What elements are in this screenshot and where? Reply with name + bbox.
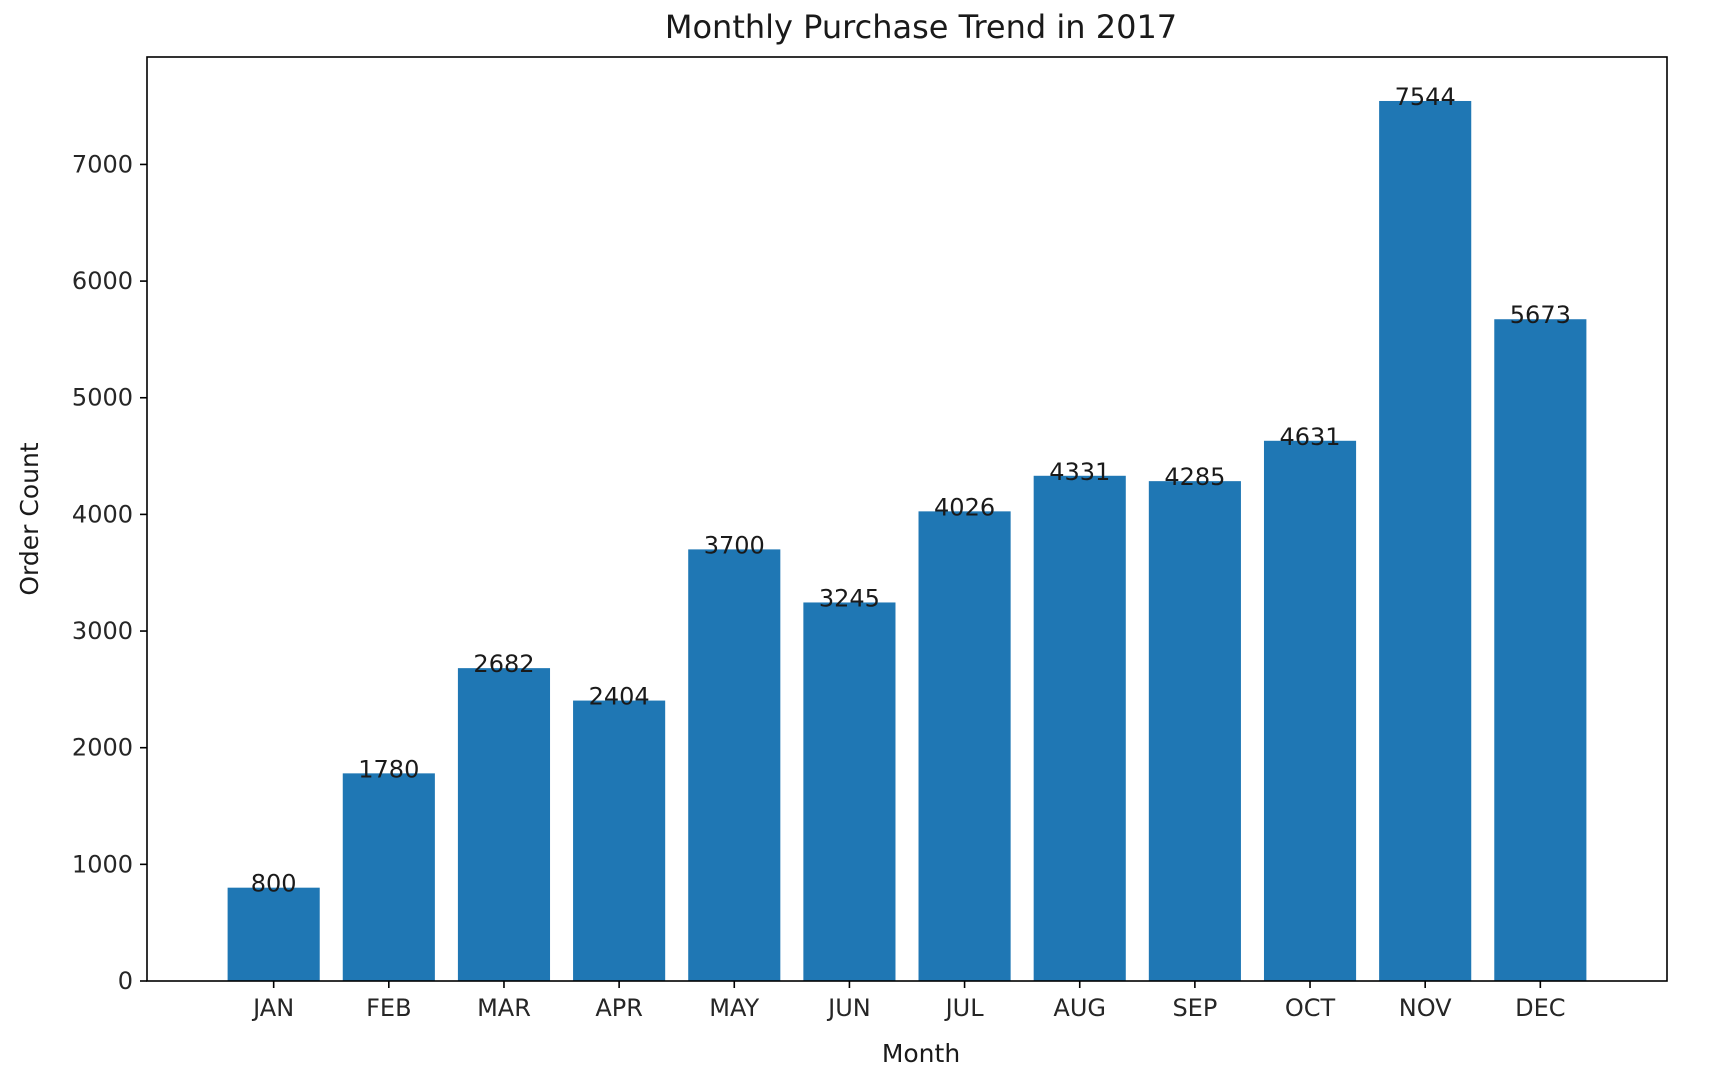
y-axis: 0 1000 2000 3000 4000 5000 6000 7000 — [72, 150, 147, 995]
bar-apr — [573, 700, 666, 981]
bar-aug — [1033, 475, 1126, 981]
x-tick-label-nov: NOV — [1399, 994, 1452, 1022]
data-label-mar: 2682 — [473, 650, 534, 678]
x-tick-label-feb: FEB — [366, 994, 411, 1022]
bar-jun — [803, 602, 896, 981]
bar-jul — [918, 511, 1011, 981]
data-label-dec: 5673 — [1510, 301, 1571, 329]
data-labels-group: 800 1780 2682 2404 3700 3245 4026 4331 4285 4631 7… — [251, 83, 1571, 898]
x-tick-label-sep: SEP — [1172, 994, 1217, 1022]
bar-dec — [1494, 319, 1587, 982]
bar-jan — [227, 887, 320, 981]
bar-mar — [457, 668, 551, 981]
y-axis-label: Order Count — [15, 442, 44, 595]
y-tick-label-6000: 6000 — [72, 267, 133, 295]
y-tick-label-5000: 5000 — [72, 384, 133, 412]
bar-oct — [1263, 440, 1357, 981]
bar-may — [688, 549, 781, 981]
data-label-nov: 7544 — [1395, 83, 1456, 111]
x-tick-label-aug: AUG — [1053, 994, 1106, 1022]
data-label-aug: 4331 — [1049, 458, 1110, 486]
data-label-feb: 1780 — [358, 755, 419, 783]
data-label-sep: 4285 — [1164, 463, 1225, 491]
chart-title: Monthly Purchase Trend in 2017 — [665, 8, 1177, 46]
x-axis-label: Month — [882, 1039, 960, 1068]
bar-sep — [1148, 481, 1241, 981]
x-tick-label-dec: DEC — [1515, 994, 1565, 1022]
y-tick-label-0: 0 — [118, 967, 133, 995]
x-tick-label-jul: JUL — [944, 994, 985, 1022]
x-tick-label-may: MAY — [709, 994, 759, 1022]
plot-frame — [146, 56, 1668, 982]
y-tick-label-2000: 2000 — [72, 734, 133, 762]
data-label-may: 3700 — [704, 531, 765, 559]
x-axis: JAN FEB MAR APR MAY JUN JUL AUG SEP OCT NOV DEC — [251, 981, 1566, 1022]
y-tick-label-1000: 1000 — [72, 850, 133, 878]
data-label-apr: 2404 — [589, 683, 650, 711]
x-tick-label-apr: APR — [595, 994, 643, 1022]
x-tick-label-oct: OCT — [1285, 994, 1336, 1022]
y-tick-label-4000: 4000 — [72, 500, 133, 528]
x-tick-label-jun: JUN — [826, 994, 871, 1022]
bar-nov — [1379, 100, 1472, 981]
y-tick-label-3000: 3000 — [72, 617, 133, 645]
data-label-oct: 4631 — [1279, 423, 1340, 451]
x-tick-label-jan: JAN — [251, 994, 294, 1022]
data-label-jul: 4026 — [934, 493, 995, 521]
bar-feb — [342, 773, 435, 981]
bars-group — [227, 100, 1587, 982]
data-label-jun: 3245 — [819, 584, 880, 612]
x-tick-label-mar: MAR — [477, 994, 531, 1022]
data-label-jan: 800 — [251, 870, 297, 898]
y-tick-label-7000: 7000 — [72, 150, 133, 178]
